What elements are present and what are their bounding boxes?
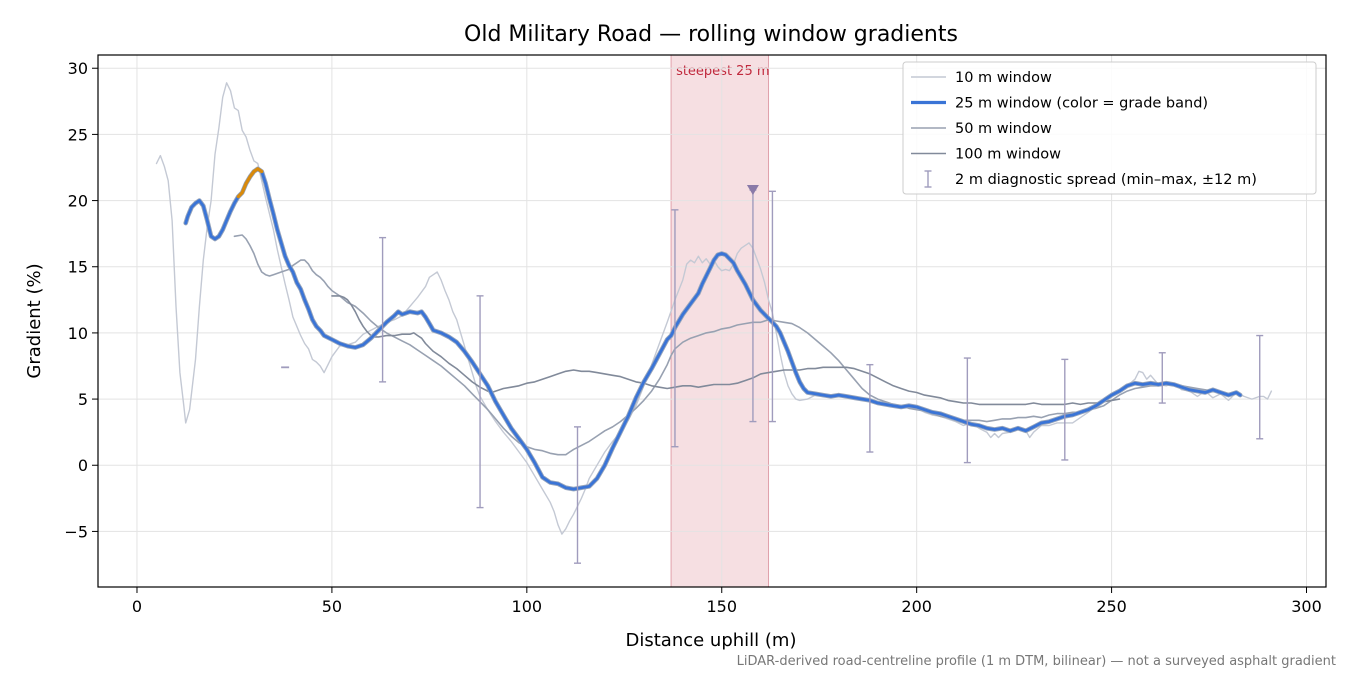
peak-marker [746, 184, 759, 195]
series-100-m-line [331, 295, 1121, 406]
errorbar [1061, 358, 1069, 461]
y-tick-label: 20 [68, 192, 88, 211]
series-layer [155, 82, 1273, 535]
errorbar [963, 357, 971, 464]
x-axis-label: Distance uphill (m) [626, 630, 797, 651]
x-tick-label: 200 [901, 597, 932, 616]
y-tick-label: 0 [78, 456, 88, 475]
y-tick-label: 10 [68, 324, 88, 343]
errorbar [671, 209, 679, 448]
series-25-m-grade-band-segment [236, 167, 264, 199]
footnote: LiDAR-derived road-centreline profile (1… [737, 654, 1336, 669]
x-tick-label: 0 [132, 597, 142, 616]
errorbar [768, 190, 776, 423]
y-tick-label: −5 [64, 522, 88, 541]
y-tick-label: 30 [68, 59, 88, 78]
legend-label: 100 m window [955, 147, 1061, 163]
legend: 10 m window 25 m window (color = grade ba… [902, 61, 1317, 195]
legend-label: 25 m window (color = grade band) [955, 96, 1208, 112]
legend-label: 2 m diagnostic spread (min–max, ±12 m) [955, 172, 1257, 188]
y-axis-label: Gradient (%) [24, 263, 45, 378]
series-50-m-line [233, 234, 1234, 456]
errorbar [574, 426, 582, 564]
axes-layer: 0 50 100 150 200 250 300 −5 0 5 10 15 20 25 30 [64, 54, 1327, 616]
plot-frame [97, 54, 1327, 588]
x-tick-label: 50 [322, 597, 342, 616]
errorbar-layer [281, 184, 1264, 564]
legend-errorbar-swatch [924, 170, 932, 188]
y-tick-label: 5 [78, 390, 88, 409]
errorbar [379, 236, 387, 383]
series-25-m-line [184, 167, 1242, 491]
legend-label: 50 m window [955, 121, 1052, 137]
errorbar [476, 295, 484, 509]
steepest-window-label: steepest 25 m [676, 64, 769, 79]
x-tick-label: 150 [706, 597, 737, 616]
legend-label: 10 m window [955, 70, 1052, 86]
x-tick-label: 100 [512, 597, 543, 616]
errorbar [1158, 352, 1166, 404]
legend-box [902, 61, 1317, 195]
x-tick-label: 300 [1291, 597, 1322, 616]
chart-title: Old Military Road — rolling window gradi… [464, 22, 958, 47]
y-tick-label: 15 [68, 258, 88, 277]
x-tick-label: 250 [1096, 597, 1127, 616]
y-tick-label: 25 [68, 125, 88, 144]
series-10-m-line [155, 82, 1273, 535]
errorbar [866, 363, 874, 453]
errorbar [1256, 334, 1264, 440]
